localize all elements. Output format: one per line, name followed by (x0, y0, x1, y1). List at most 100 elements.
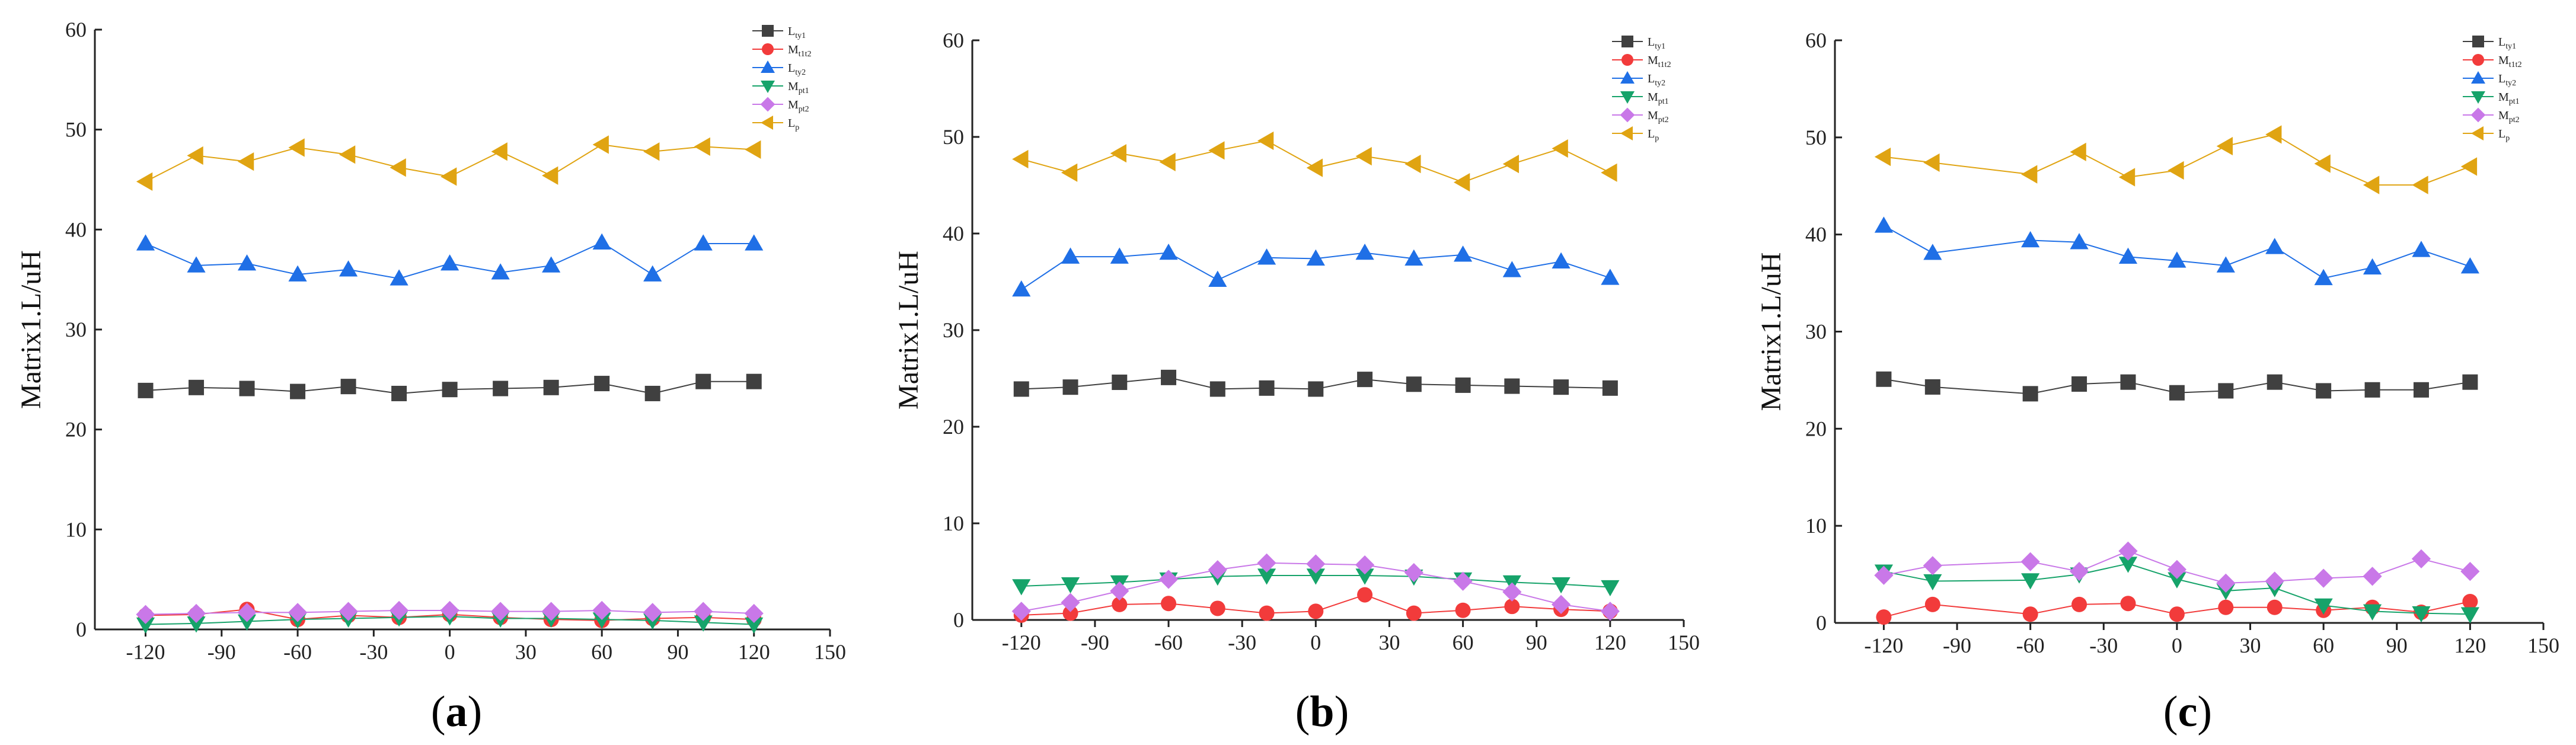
data-point (1208, 270, 1227, 287)
data-point (2070, 142, 2086, 162)
data-point (541, 602, 561, 621)
data-point (1159, 152, 1176, 171)
data-point (2218, 383, 2234, 399)
data-point (2120, 374, 2136, 390)
y-tick-label: 60 (1805, 28, 1827, 52)
data-point (2460, 157, 2478, 176)
data-point (2411, 549, 2431, 568)
data-point (643, 142, 660, 161)
data-point (2460, 562, 2480, 581)
legend-marker (761, 116, 773, 130)
legend-marker (760, 97, 775, 112)
data-point (694, 234, 713, 251)
data-point (1308, 603, 1324, 619)
y-tick-label: 40 (65, 218, 87, 241)
legend-label-main: L (1648, 72, 1655, 85)
y-tick-label: 20 (943, 415, 964, 439)
legend-label-subscript: t1t2 (799, 50, 812, 59)
data-point (592, 600, 612, 621)
data-point (491, 142, 507, 161)
data-point (1110, 144, 1126, 163)
data-point (1406, 605, 1422, 621)
data-point (1455, 377, 1471, 393)
legend-label-main: L (2498, 127, 2505, 140)
data-point (1874, 216, 1894, 233)
data-point (1502, 261, 1521, 277)
x-tick-label: 30 (515, 640, 537, 664)
x-tick-label: -30 (2089, 634, 2118, 657)
y-tick-label: 60 (65, 18, 87, 41)
legend-label-main: M (788, 98, 799, 111)
chart-panel-b: 0 10 20 30 40 50 60 -120 -90 -60 -30 0 30 60 90 120 150 M… (893, 28, 1700, 736)
data-point (1061, 577, 1080, 594)
series-line (1884, 378, 2470, 395)
data-point (2216, 136, 2233, 156)
series-Mpt2 (1874, 541, 2480, 593)
data-point (1553, 379, 1569, 395)
data-point (1453, 571, 1473, 591)
legend-label-subscript: ty2 (2505, 79, 2516, 88)
data-point (1112, 596, 1128, 612)
series-Lp (1012, 131, 1617, 192)
y-tick-label: 40 (943, 222, 964, 245)
data-point (2169, 385, 2185, 401)
data-point (1552, 139, 1568, 158)
data-point (1209, 600, 1225, 616)
legend-label-subscript: pt2 (799, 105, 809, 114)
panel-label: (b) (1295, 688, 1349, 736)
data-point (2363, 604, 2382, 621)
data-point (389, 600, 409, 621)
data-point (1012, 149, 1029, 169)
data-point (1923, 244, 1942, 260)
legend-label-main: M (2498, 54, 2509, 67)
series-Lty2 (1012, 244, 1620, 297)
data-point (1502, 155, 1520, 174)
data-point (1601, 163, 1617, 182)
y-tick-label: 20 (65, 418, 87, 442)
data-point (288, 603, 308, 622)
data-point (1504, 599, 1520, 615)
data-point (1923, 556, 1942, 575)
data-point (694, 615, 713, 632)
legend-label: Mt1t2 (788, 43, 812, 59)
y-tick-label: 40 (1805, 223, 1827, 247)
data-point (1306, 554, 1326, 574)
data-point (1502, 582, 1522, 602)
panel-label: (a) (431, 688, 482, 736)
data-point (1061, 247, 1080, 264)
y-tick-label: 30 (65, 318, 87, 341)
data-point (288, 138, 305, 157)
data-point (2412, 175, 2428, 194)
legend-label-subscript: t1t2 (2509, 60, 2522, 69)
data-point (1924, 379, 1940, 395)
data-point (694, 602, 713, 621)
data-point (1110, 247, 1129, 264)
data-point (187, 256, 206, 273)
x-tick-label: -30 (359, 640, 388, 664)
series-Lty1 (138, 373, 762, 401)
data-point (1552, 252, 1571, 268)
x-tick-label: 90 (667, 640, 688, 664)
data-point (1601, 580, 1620, 597)
data-point (592, 135, 609, 154)
legend-label: Mt1t2 (2498, 54, 2522, 69)
chart-panel-a: 0 10 20 30 40 50 60 -120 -90 -60 -30 0 30 60 90 120 150 M… (15, 18, 846, 736)
data-point (643, 603, 662, 622)
legend-label-main: L (2498, 36, 2505, 49)
data-point (2267, 599, 2283, 615)
legend-marker (2472, 36, 2484, 47)
data-point (2364, 382, 2380, 398)
series-Lty2 (1874, 216, 2479, 286)
data-point (1876, 371, 1892, 387)
data-point (746, 373, 762, 389)
legend-marker (1620, 71, 1635, 84)
data-point (2022, 386, 2038, 402)
data-point (1552, 577, 1571, 594)
data-point (1504, 378, 1520, 394)
data-point (2168, 572, 2186, 589)
data-point (2168, 251, 2186, 268)
data-point (1061, 163, 1078, 182)
legend-label-main: L (1648, 36, 1655, 49)
legend-label-subscript: pt1 (1658, 97, 1669, 106)
